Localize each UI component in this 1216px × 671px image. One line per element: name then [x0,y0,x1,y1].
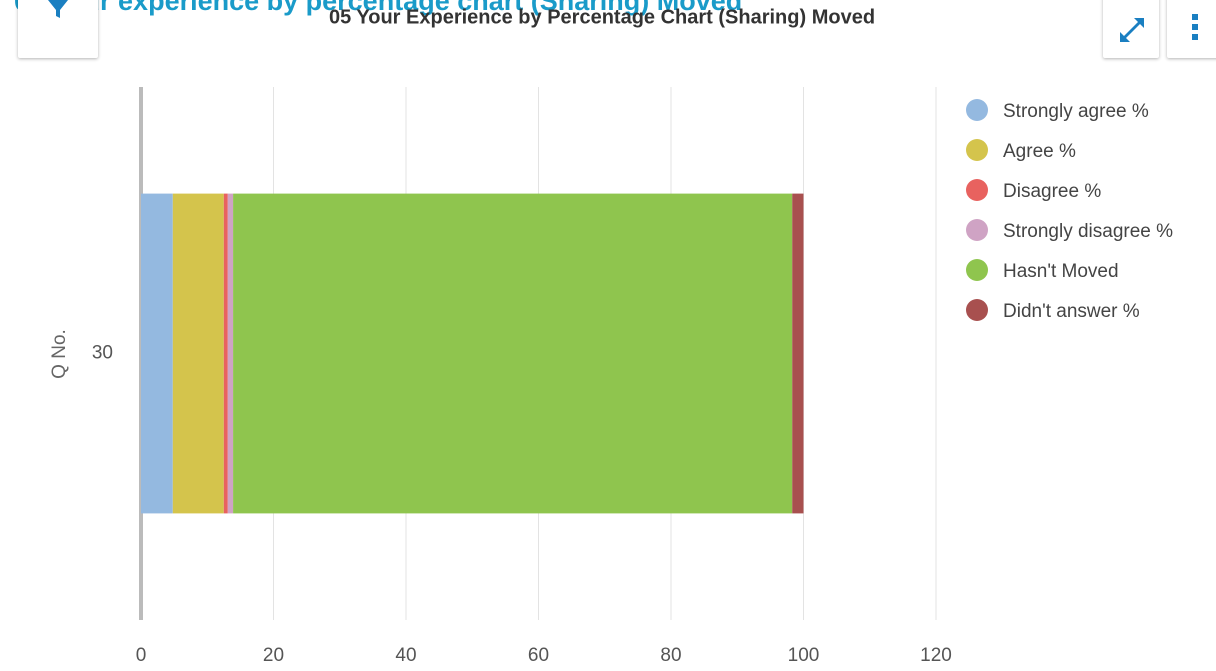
bar-segment [223,193,228,514]
bar-segment [227,193,234,514]
x-tick-label: 40 [395,645,416,666]
legend-label: Disagree % [1003,181,1101,202]
page-title: 05 Your experience by percentage chart (… [14,0,743,16]
legend-marker [966,299,988,321]
legend-marker [966,99,988,121]
expand-button[interactable] [1103,0,1159,58]
bar-segment [172,193,224,514]
y-axis-label: Q No. [49,329,70,379]
x-tick-label: 60 [528,645,549,666]
legend-label: Strongly disagree % [1003,221,1173,242]
bar-segment [233,193,793,514]
expand-icon [1120,18,1144,42]
bar-segment [141,193,173,514]
x-tick-label: 0 [136,645,147,666]
legend-label: Strongly agree % [1003,101,1149,122]
x-tick-label: 120 [920,645,952,666]
legend-marker [966,179,988,201]
legend-marker [966,139,988,161]
legend-label: Agree % [1003,141,1076,162]
filter-icon [48,0,68,18]
bar-segment [792,193,804,514]
filter-button[interactable] [18,0,98,58]
menu-icon [1192,14,1198,40]
legend-marker [966,259,988,281]
x-tick-label: 80 [660,645,681,666]
x-tick-label: 100 [788,645,820,666]
x-tick-label: 20 [263,645,284,666]
legend-label: Hasn't Moved [1003,261,1119,282]
menu-button[interactable] [1167,0,1216,58]
legend-label: Didn't answer % [1003,301,1140,322]
legend-marker [966,219,988,241]
y-tick-label: 30 [92,343,113,364]
